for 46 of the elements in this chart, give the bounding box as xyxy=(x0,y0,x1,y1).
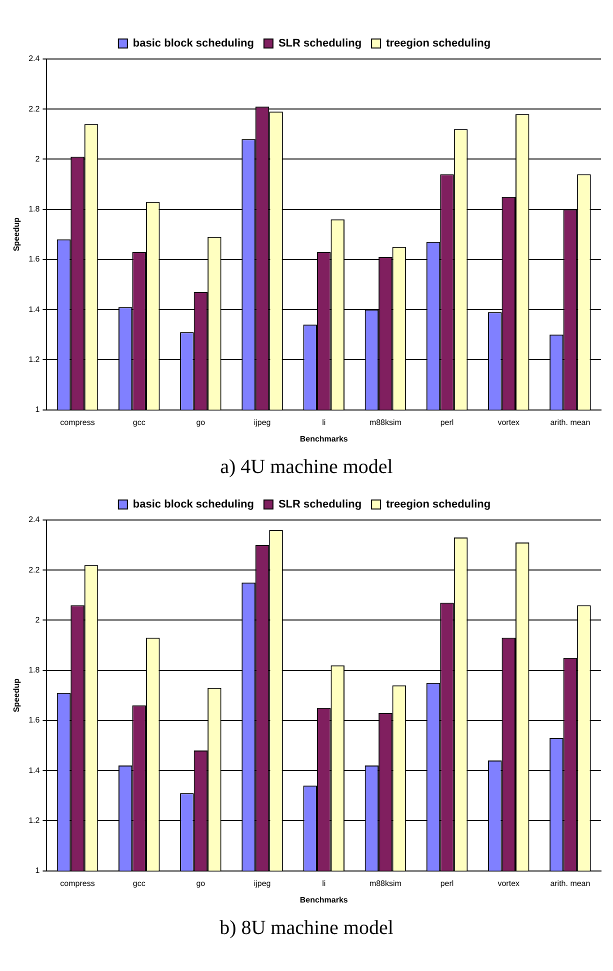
y-tick-label: 2.4 xyxy=(28,515,40,524)
x-tick-label: gcc xyxy=(132,878,146,888)
legend-label: basic block scheduling xyxy=(132,498,254,511)
y-tick-label: 1 xyxy=(35,405,40,414)
y-tick-label: 1.8 xyxy=(28,666,40,675)
y-tick-label: 1.4 xyxy=(28,766,40,775)
y-tick-label: 2 xyxy=(35,615,40,624)
y-tick-label: 2.4 xyxy=(28,54,40,64)
y-tick-label: 1.6 xyxy=(28,254,40,264)
text: a) 4U machine model xyxy=(219,456,394,479)
x-tick-label: li xyxy=(322,418,326,427)
y-tick-label: 2.2 xyxy=(28,104,40,114)
x-tick-label: perl xyxy=(440,418,454,427)
legend-label: treegion scheduling xyxy=(386,498,491,511)
legend-label: SLR scheduling xyxy=(278,38,362,50)
legend-label: treegion scheduling xyxy=(386,38,491,50)
y-tick-label: 1.2 xyxy=(28,354,40,364)
y-axis-title: Speedup xyxy=(12,217,22,252)
y-tick-label: 2.2 xyxy=(28,565,40,574)
x-tick-label: vortex xyxy=(498,878,520,888)
x-tick-label: arith. mean xyxy=(550,878,590,888)
y-tick-label: 1.8 xyxy=(28,204,40,214)
x-tick-label: compress xyxy=(60,418,95,427)
x-tick-label: arith. mean xyxy=(550,418,590,427)
y-tick-label: 1.6 xyxy=(28,716,40,725)
x-tick-label: go xyxy=(196,418,206,427)
text: b) 8U machine model xyxy=(218,917,394,940)
legend-label: basic block scheduling xyxy=(132,38,254,50)
x-tick-label: compress xyxy=(60,878,95,888)
y-tick-label: 1.4 xyxy=(28,304,40,314)
x-tick-label: m88ksim xyxy=(369,878,402,888)
x-tick-label: vortex xyxy=(498,418,520,427)
y-tick-label: 2 xyxy=(35,154,40,164)
x-tick-label: ijpeg xyxy=(254,418,271,427)
y-axis-title: Speedup xyxy=(12,678,22,712)
x-tick-label: go xyxy=(196,878,206,888)
x-tick-label: li xyxy=(322,878,326,888)
y-tick-label: 1.2 xyxy=(28,816,40,825)
x-tick-label: gcc xyxy=(132,418,146,427)
x-axis-title: Benchmarks xyxy=(300,895,348,904)
legend-label: SLR scheduling xyxy=(278,498,362,511)
x-tick-label: perl xyxy=(440,878,454,888)
y-tick-label: 1 xyxy=(35,866,40,876)
x-tick-label: m88ksim xyxy=(369,418,402,427)
x-tick-label: ijpeg xyxy=(254,878,271,888)
x-axis-title: Benchmarks xyxy=(300,434,348,444)
